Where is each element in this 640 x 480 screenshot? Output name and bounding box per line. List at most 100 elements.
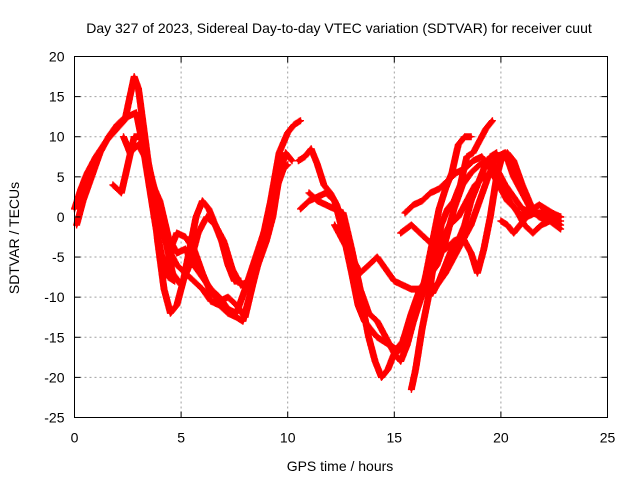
data-point bbox=[213, 223, 217, 227]
data-point bbox=[531, 207, 535, 211]
data-point bbox=[107, 135, 111, 139]
data-point bbox=[162, 271, 166, 275]
data-point bbox=[514, 207, 518, 211]
data-point bbox=[81, 199, 85, 203]
data-point bbox=[209, 291, 213, 295]
data-point bbox=[298, 119, 303, 123]
data-point bbox=[341, 211, 345, 215]
data-point bbox=[520, 207, 524, 211]
x-tick-label: 15 bbox=[387, 430, 403, 446]
data-point bbox=[469, 223, 473, 227]
data-point bbox=[495, 151, 499, 155]
data-point bbox=[454, 171, 458, 175]
data-point bbox=[286, 163, 290, 167]
data-point bbox=[296, 159, 300, 163]
data-point bbox=[505, 223, 509, 227]
data-point bbox=[124, 115, 128, 119]
data-point bbox=[559, 219, 563, 223]
data-point bbox=[307, 191, 311, 195]
data-point bbox=[132, 135, 136, 139]
data-point bbox=[196, 231, 200, 235]
data-point bbox=[463, 223, 467, 227]
data-point bbox=[217, 303, 222, 307]
data-point bbox=[471, 159, 475, 163]
data-point bbox=[358, 271, 362, 275]
data-point bbox=[162, 287, 166, 291]
data-point bbox=[324, 191, 328, 195]
data-point bbox=[497, 183, 501, 187]
data-point bbox=[482, 247, 486, 251]
series-arc-13 bbox=[407, 117, 496, 393]
data-point bbox=[200, 287, 204, 291]
data-points bbox=[71, 73, 565, 393]
data-point bbox=[475, 271, 479, 275]
data-point bbox=[484, 127, 488, 131]
data-point bbox=[132, 75, 136, 79]
data-point bbox=[171, 271, 175, 275]
data-point bbox=[298, 207, 303, 211]
data-point bbox=[367, 311, 371, 315]
data-point bbox=[239, 283, 243, 287]
data-point bbox=[469, 135, 473, 139]
data-point bbox=[531, 231, 535, 235]
series-arc-14 bbox=[497, 201, 565, 237]
data-point bbox=[520, 183, 524, 187]
data-point bbox=[426, 239, 430, 243]
data-point bbox=[518, 223, 522, 227]
data-point bbox=[375, 335, 379, 339]
data-point bbox=[175, 251, 179, 255]
data-point bbox=[243, 287, 247, 291]
data-point bbox=[499, 159, 503, 163]
data-point bbox=[234, 315, 239, 319]
data-point bbox=[469, 199, 473, 203]
data-point bbox=[290, 159, 294, 163]
data-point bbox=[134, 111, 138, 115]
data-point bbox=[443, 263, 448, 267]
data-point bbox=[475, 183, 479, 187]
data-point bbox=[559, 227, 563, 231]
y-tick-label: 20 bbox=[49, 49, 65, 65]
data-point bbox=[414, 311, 418, 315]
data-point bbox=[544, 207, 548, 211]
data-point bbox=[217, 299, 222, 303]
data-point bbox=[505, 199, 509, 203]
data-point bbox=[478, 139, 482, 143]
x-axis-label: GPS time / hours bbox=[287, 458, 394, 474]
data-point bbox=[446, 179, 450, 183]
data-point bbox=[292, 123, 296, 127]
data-point bbox=[315, 199, 320, 203]
data-point bbox=[512, 175, 516, 179]
data-point bbox=[241, 319, 245, 323]
data-point bbox=[284, 151, 288, 155]
data-point bbox=[362, 319, 367, 323]
data-point bbox=[175, 231, 179, 235]
data-point bbox=[277, 151, 281, 155]
data-point bbox=[384, 335, 388, 339]
data-point bbox=[446, 207, 450, 211]
data-point bbox=[401, 339, 405, 343]
data-point bbox=[126, 163, 130, 167]
data-point bbox=[136, 87, 141, 91]
y-axis-label: SDTVAR / TECUs bbox=[6, 182, 22, 294]
data-point bbox=[286, 131, 290, 135]
data-point bbox=[537, 203, 541, 207]
x-tick-label: 20 bbox=[493, 430, 509, 446]
data-point bbox=[367, 335, 371, 339]
data-point bbox=[192, 263, 196, 267]
data-point bbox=[341, 239, 345, 243]
y-tick-label: -20 bbox=[44, 369, 64, 385]
data-point bbox=[121, 135, 126, 139]
y-tick-label: 15 bbox=[49, 89, 65, 105]
y-tick-label: 10 bbox=[49, 129, 65, 145]
data-point bbox=[252, 279, 256, 283]
data-point bbox=[488, 167, 492, 171]
data-point bbox=[405, 343, 409, 347]
data-point bbox=[512, 195, 516, 199]
data-point bbox=[488, 155, 492, 159]
data-point bbox=[175, 263, 179, 267]
data-point bbox=[420, 199, 424, 203]
axis-ticks: 0 5 10 15 20 25 -25 -20 -15 -10 -5 0 5 10 15 20 bbox=[44, 49, 615, 446]
x-tick-label: 0 bbox=[71, 430, 79, 446]
data-point bbox=[200, 271, 204, 275]
data-point bbox=[418, 231, 422, 235]
